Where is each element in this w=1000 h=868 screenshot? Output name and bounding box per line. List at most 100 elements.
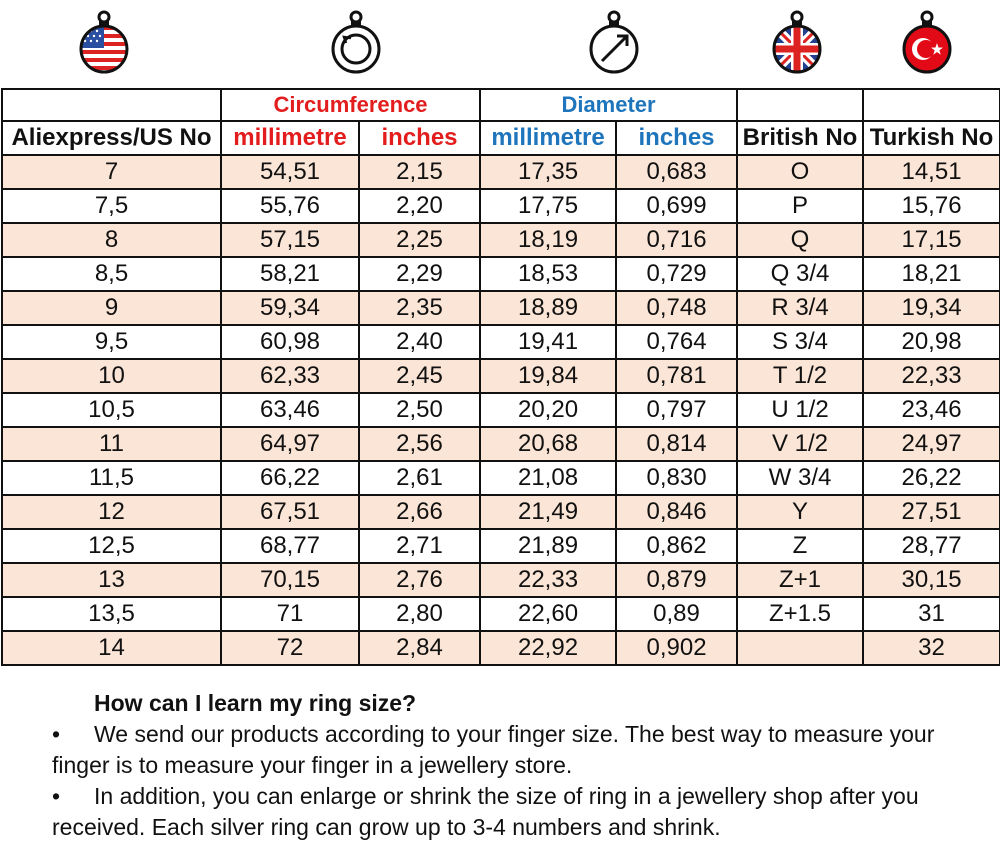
british-size-cell: W 3/4 (736, 460, 865, 496)
diameter-inches-cell: 0,781 (615, 358, 739, 394)
help-bullet-text: In addition, you can enlarge or shrink t… (52, 783, 919, 840)
circumference-inches-cell: 2,66 (357, 494, 482, 530)
turkish-size-cell: 18,21 (862, 256, 1000, 292)
us-size-cell: 13 (1, 562, 222, 598)
us-size-cell: 11 (1, 426, 222, 462)
table-row: 11,5 66,22 2,61 21,08 0,830 W 3/4 26,22 (1, 460, 1000, 496)
table-row: 12 67,51 2,66 21,49 0,846 Y 27,51 (1, 494, 1000, 530)
circumference-mm-cell: 64,97 (220, 426, 360, 462)
us-flag-icon (74, 10, 134, 74)
diameter-inches-cell: 0,683 (615, 154, 739, 190)
british-size-cell: Z+1 (736, 562, 865, 598)
circumference-inches-cell: 2,71 (357, 528, 482, 564)
us-size-cell: 13,5 (1, 596, 222, 632)
turkey-flag-icon (897, 10, 957, 74)
column-header-diameter-inches: inches (615, 120, 739, 156)
turkish-size-cell: 26,22 (862, 460, 1000, 496)
diameter-inches-cell: 0,699 (615, 188, 739, 224)
circumference-mm-cell: 59,34 (220, 290, 360, 326)
diameter-mm-cell: 20,20 (479, 392, 618, 428)
table-row: 13,5 71 2,80 22,60 0,89 Z+1.5 31 (1, 596, 1000, 632)
ring-size-help: How can I learn my ring size? • We send o… (52, 688, 972, 843)
ring-diameter-icon (584, 10, 644, 74)
british-size-cell: V 1/2 (736, 426, 865, 462)
help-bullet-text: We send our products according to your f… (52, 721, 935, 778)
table-row: 11 64,97 2,56 20,68 0,814 V 1/2 24,97 (1, 426, 1000, 462)
british-size-cell: Z+1.5 (736, 596, 865, 632)
table-group-header-row: Circumference Diameter (1, 88, 1000, 122)
us-size-cell: 7,5 (1, 188, 222, 224)
circumference-inches-cell: 2,40 (357, 324, 482, 360)
british-size-cell: Q 3/4 (736, 256, 865, 292)
table-row: 8 57,15 2,25 18,19 0,716 Q 17,15 (1, 222, 1000, 258)
circumference-inches-cell: 2,80 (357, 596, 482, 632)
turkish-size-cell: 23,46 (862, 392, 1000, 428)
table-row: 13 70,15 2,76 22,33 0,879 Z+1 30,15 (1, 562, 1000, 598)
diameter-mm-cell: 17,75 (479, 188, 618, 224)
turkish-size-cell: 32 (862, 630, 1000, 666)
turkish-size-cell: 30,15 (862, 562, 1000, 598)
diameter-inches-cell: 0,902 (615, 630, 739, 666)
diameter-inches-cell: 0,814 (615, 426, 739, 462)
circumference-mm-cell: 55,76 (220, 188, 360, 224)
circumference-mm-cell: 62,33 (220, 358, 360, 394)
table-row: 9,5 60,98 2,40 19,41 0,764 S 3/4 20,98 (1, 324, 1000, 360)
diameter-mm-cell: 18,89 (479, 290, 618, 326)
circumference-mm-cell: 58,21 (220, 256, 360, 292)
circumference-inches-cell: 2,25 (357, 222, 482, 258)
diameter-inches-cell: 0,830 (615, 460, 739, 496)
diameter-mm-cell: 17,35 (479, 154, 618, 190)
help-question: How can I learn my ring size? (94, 690, 417, 716)
diameter-inches-cell: 0,846 (615, 494, 739, 530)
turkish-size-cell: 20,98 (862, 324, 1000, 360)
column-header-us-size: Aliexpress/US No (1, 120, 222, 156)
diameter-mm-cell: 18,53 (479, 256, 618, 292)
table-row: 10 62,33 2,45 19,84 0,781 T 1/2 22,33 (1, 358, 1000, 394)
table-row: 8,5 58,21 2,29 18,53 0,729 Q 3/4 18,21 (1, 256, 1000, 292)
us-size-cell: 14 (1, 630, 222, 666)
circumference-inches-cell: 2,45 (357, 358, 482, 394)
turkish-size-cell: 14,51 (862, 154, 1000, 190)
diameter-inches-cell: 0,748 (615, 290, 739, 326)
us-size-cell: 9 (1, 290, 222, 326)
turkish-size-cell: 15,76 (862, 188, 1000, 224)
british-size-cell: T 1/2 (736, 358, 865, 394)
circumference-mm-cell: 72 (220, 630, 360, 666)
circumference-mm-cell: 57,15 (220, 222, 360, 258)
diameter-inches-cell: 0,716 (615, 222, 739, 258)
bullet-symbol: • (52, 783, 61, 809)
circumference-inches-cell: 2,76 (357, 562, 482, 598)
us-size-cell: 12,5 (1, 528, 222, 564)
circumference-inches-cell: 2,15 (357, 154, 482, 190)
british-size-cell (736, 630, 865, 666)
column-header-diameter-mm: millimetre (479, 120, 618, 156)
ring-size-table: Circumference Diameter Aliexpress/US No … (1, 88, 1000, 666)
column-header-turkish-size: Turkish No (862, 120, 1000, 156)
british-size-cell: Z (736, 528, 865, 564)
circumference-inches-cell: 2,29 (357, 256, 482, 292)
british-size-cell: O (736, 154, 865, 190)
circumference-inches-cell: 2,35 (357, 290, 482, 326)
diameter-mm-cell: 22,33 (479, 562, 618, 598)
circumference-mm-cell: 60,98 (220, 324, 360, 360)
diameter-group-header: Diameter (479, 88, 739, 122)
us-size-cell: 10 (1, 358, 222, 394)
british-size-cell: Y (736, 494, 865, 530)
turkish-size-cell: 24,97 (862, 426, 1000, 462)
circumference-mm-cell: 67,51 (220, 494, 360, 530)
diameter-mm-cell: 19,84 (479, 358, 618, 394)
diameter-mm-cell: 22,92 (479, 630, 618, 666)
circumference-mm-cell: 66,22 (220, 460, 360, 496)
empty-header-cell (736, 88, 865, 122)
diameter-inches-cell: 0,764 (615, 324, 739, 360)
circumference-mm-cell: 70,15 (220, 562, 360, 598)
table-row: 10,5 63,46 2,50 20,20 0,797 U 1/2 23,46 (1, 392, 1000, 428)
british-size-cell: Q (736, 222, 865, 258)
circumference-inches-cell: 2,61 (357, 460, 482, 496)
circumference-mm-cell: 68,77 (220, 528, 360, 564)
us-size-cell: 10,5 (1, 392, 222, 428)
circumference-mm-cell: 71 (220, 596, 360, 632)
diameter-mm-cell: 21,49 (479, 494, 618, 530)
column-header-circumference-mm: millimetre (220, 120, 360, 156)
table-row: 7 54,51 2,15 17,35 0,683 O 14,51 (1, 154, 1000, 190)
